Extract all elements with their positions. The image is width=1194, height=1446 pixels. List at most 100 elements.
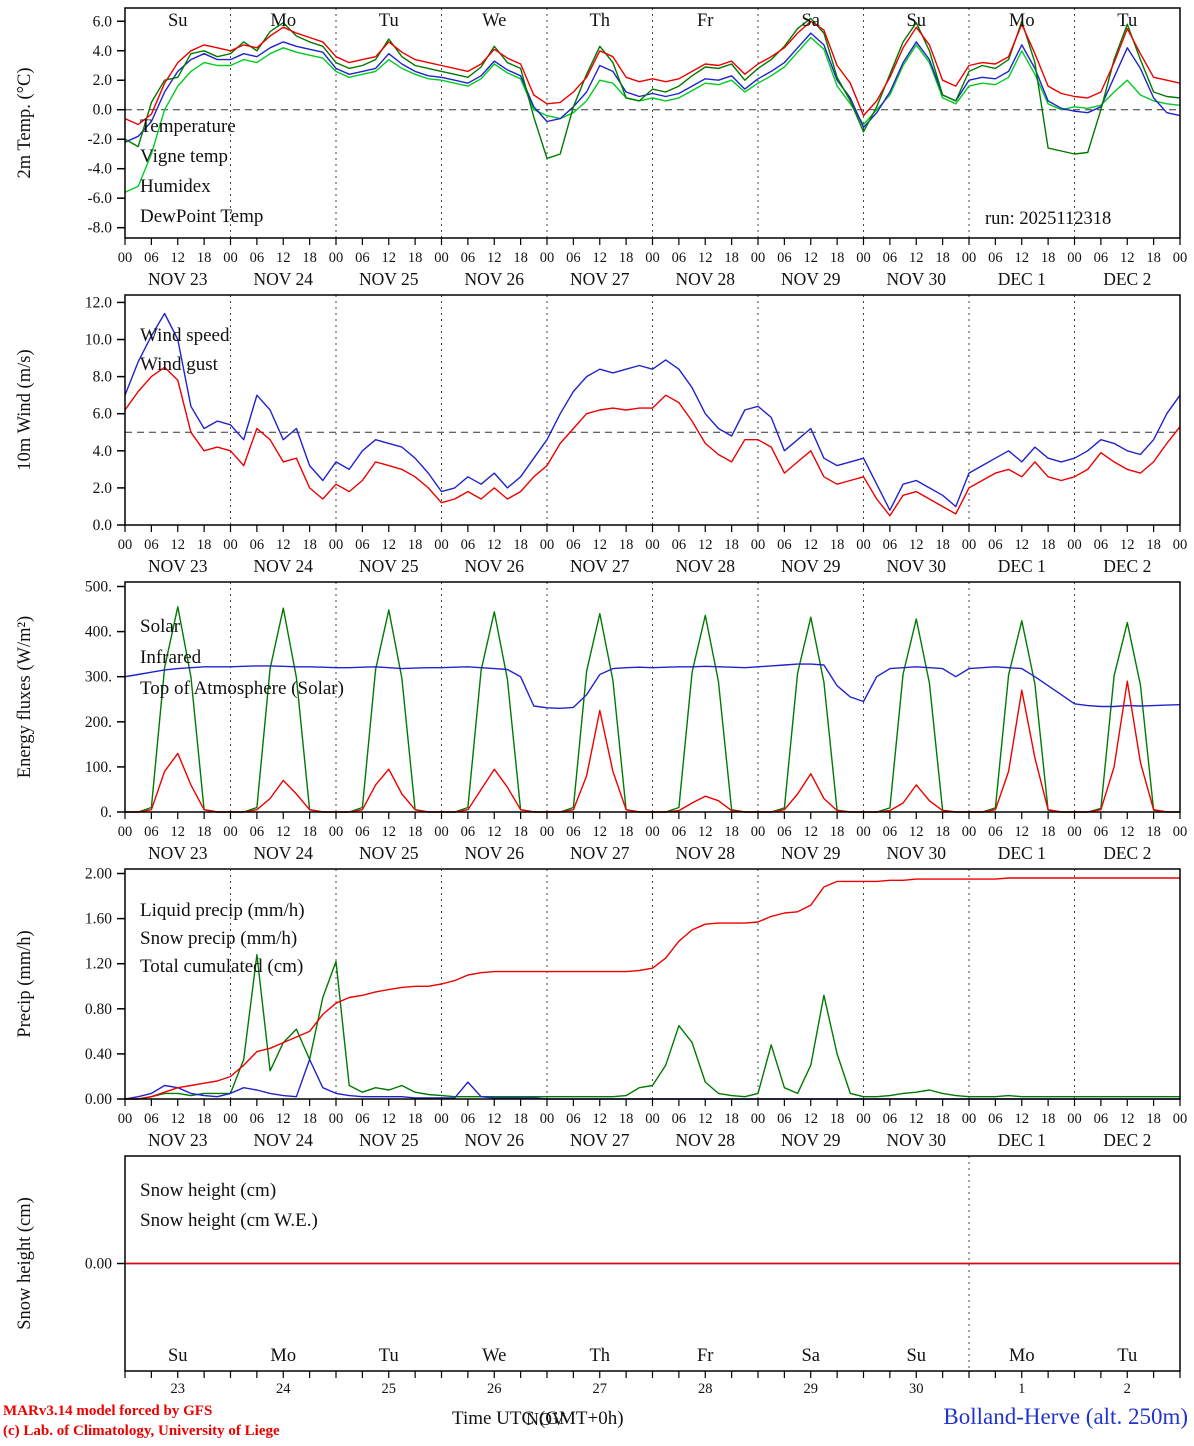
svg-text:0.00: 0.00 bbox=[85, 1256, 112, 1273]
svg-text:18: 18 bbox=[302, 537, 317, 553]
svg-text:NOV 29: NOV 29 bbox=[781, 556, 841, 574]
svg-text:We: We bbox=[482, 11, 506, 31]
svg-text:00: 00 bbox=[1067, 1111, 1082, 1127]
svg-text:26: 26 bbox=[487, 1381, 502, 1397]
svg-text:18: 18 bbox=[302, 250, 317, 266]
svg-text:12: 12 bbox=[382, 824, 397, 840]
svg-text:06: 06 bbox=[988, 537, 1003, 553]
svg-text:Solar: Solar bbox=[140, 616, 181, 637]
svg-text:2.0: 2.0 bbox=[93, 480, 113, 497]
svg-text:06: 06 bbox=[883, 824, 898, 840]
svg-text:NOV 25: NOV 25 bbox=[359, 843, 419, 861]
svg-text:NOV 27: NOV 27 bbox=[570, 556, 630, 574]
svg-text:06: 06 bbox=[144, 250, 159, 266]
svg-text:18: 18 bbox=[197, 250, 212, 266]
svg-text:18: 18 bbox=[408, 250, 423, 266]
svg-text:NOV 23: NOV 23 bbox=[148, 1130, 208, 1148]
svg-text:0.: 0. bbox=[100, 804, 112, 821]
svg-text:18: 18 bbox=[935, 824, 950, 840]
svg-text:06: 06 bbox=[355, 537, 370, 553]
svg-text:06: 06 bbox=[777, 1111, 792, 1127]
svg-text:18: 18 bbox=[830, 537, 845, 553]
svg-text:00: 00 bbox=[434, 250, 449, 266]
svg-text:06: 06 bbox=[250, 824, 265, 840]
svg-text:Infrared: Infrared bbox=[140, 647, 202, 668]
svg-text:18: 18 bbox=[1041, 250, 1056, 266]
svg-text:DEC 2: DEC 2 bbox=[1103, 556, 1151, 574]
svg-text:0.0: 0.0 bbox=[93, 102, 113, 119]
time-utc-label: Time UTC (GMT+0h) bbox=[452, 1408, 624, 1429]
svg-text:Th: Th bbox=[589, 1346, 610, 1366]
svg-text:NOV 26: NOV 26 bbox=[465, 843, 525, 861]
svg-text:06: 06 bbox=[988, 250, 1003, 266]
svg-text:06: 06 bbox=[1094, 250, 1109, 266]
svg-text:12: 12 bbox=[804, 250, 819, 266]
svg-text:NOV 30: NOV 30 bbox=[887, 843, 947, 861]
svg-text:00: 00 bbox=[1173, 537, 1188, 553]
svg-text:Mo: Mo bbox=[1009, 11, 1035, 31]
svg-text:06: 06 bbox=[355, 1111, 370, 1127]
svg-text:00: 00 bbox=[962, 250, 977, 266]
svg-text:00: 00 bbox=[1173, 824, 1188, 840]
svg-text:-4.0: -4.0 bbox=[87, 161, 112, 178]
svg-text:12: 12 bbox=[487, 537, 502, 553]
svg-text:00: 00 bbox=[540, 1111, 555, 1127]
svg-text:-6.0: -6.0 bbox=[87, 190, 112, 207]
svg-text:27: 27 bbox=[593, 1381, 608, 1397]
svg-text:00: 00 bbox=[434, 537, 449, 553]
svg-text:12: 12 bbox=[276, 537, 291, 553]
svg-text:00: 00 bbox=[645, 250, 660, 266]
svg-text:12: 12 bbox=[804, 1111, 819, 1127]
model-credits: MARv3.14 model forced by GFS (c) Lab. of… bbox=[3, 1402, 280, 1441]
svg-text:06: 06 bbox=[777, 537, 792, 553]
svg-text:00: 00 bbox=[1067, 824, 1082, 840]
svg-text:DEC 1: DEC 1 bbox=[998, 269, 1046, 287]
svg-text:00: 00 bbox=[118, 250, 133, 266]
svg-text:06: 06 bbox=[566, 537, 581, 553]
svg-text:00: 00 bbox=[751, 1111, 766, 1127]
svg-text:00: 00 bbox=[118, 1111, 133, 1127]
svg-text:00: 00 bbox=[856, 1111, 871, 1127]
svg-text:29: 29 bbox=[804, 1381, 819, 1397]
svg-text:0.40: 0.40 bbox=[85, 1046, 112, 1063]
svg-text:2: 2 bbox=[1124, 1381, 1131, 1397]
svg-text:06: 06 bbox=[988, 1111, 1003, 1127]
svg-text:12: 12 bbox=[382, 1111, 397, 1127]
svg-text:00: 00 bbox=[223, 537, 238, 553]
svg-text:Mo: Mo bbox=[1009, 1346, 1035, 1366]
svg-text:00: 00 bbox=[751, 537, 766, 553]
svg-text:00: 00 bbox=[645, 1111, 660, 1127]
svg-text:12: 12 bbox=[171, 1111, 186, 1127]
svg-text:12: 12 bbox=[382, 537, 397, 553]
svg-text:Th: Th bbox=[589, 11, 610, 31]
svg-text:Sa: Sa bbox=[802, 1346, 821, 1366]
svg-text:DEC 2: DEC 2 bbox=[1103, 269, 1151, 287]
svg-text:18: 18 bbox=[513, 250, 528, 266]
svg-text:Vigne temp: Vigne temp bbox=[140, 146, 228, 167]
svg-text:06: 06 bbox=[1094, 1111, 1109, 1127]
svg-text:NOV 26: NOV 26 bbox=[465, 556, 525, 574]
svg-text:Precip (mm/h): Precip (mm/h) bbox=[15, 930, 35, 1037]
svg-text:12: 12 bbox=[698, 824, 713, 840]
svg-text:12: 12 bbox=[276, 250, 291, 266]
svg-text:DEC 1: DEC 1 bbox=[998, 843, 1046, 861]
svg-text:run: 2025112318: run: 2025112318 bbox=[985, 209, 1111, 229]
svg-text:Mo: Mo bbox=[270, 11, 296, 31]
svg-text:18: 18 bbox=[724, 1111, 739, 1127]
svg-text:10.0: 10.0 bbox=[85, 332, 112, 349]
svg-text:18: 18 bbox=[830, 824, 845, 840]
svg-text:12: 12 bbox=[1015, 537, 1030, 553]
svg-text:2m Temp. (°C): 2m Temp. (°C) bbox=[15, 67, 35, 178]
svg-text:NOV 24: NOV 24 bbox=[254, 556, 314, 574]
svg-text:12: 12 bbox=[698, 1111, 713, 1127]
svg-text:NOV 24: NOV 24 bbox=[254, 1130, 314, 1148]
svg-text:06: 06 bbox=[461, 250, 476, 266]
svg-text:06: 06 bbox=[988, 824, 1003, 840]
svg-text:12: 12 bbox=[171, 537, 186, 553]
svg-text:00: 00 bbox=[1173, 1111, 1188, 1127]
svg-text:18: 18 bbox=[619, 250, 634, 266]
svg-text:NOV 30: NOV 30 bbox=[887, 556, 947, 574]
svg-text:NOV 29: NOV 29 bbox=[781, 1130, 841, 1148]
svg-text:18: 18 bbox=[1146, 824, 1161, 840]
svg-text:Total cumulated (cm): Total cumulated (cm) bbox=[140, 956, 303, 977]
